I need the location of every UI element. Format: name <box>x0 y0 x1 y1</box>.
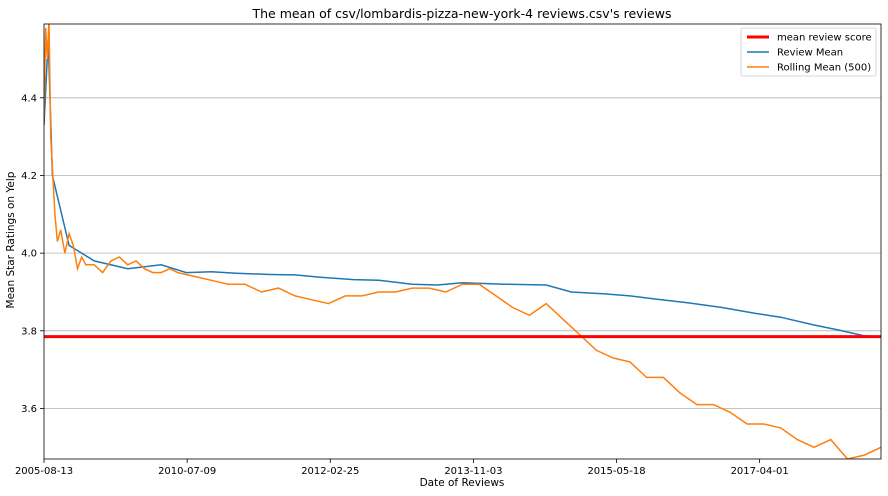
x-tick-label: 2012-02-25 <box>301 466 359 477</box>
x-tick-label: 2013-11-03 <box>444 466 502 477</box>
plot-area <box>40 23 882 463</box>
y-tick-label: 4.4 <box>21 93 37 104</box>
y-axis-label: Mean Star Ratings on Yelp <box>5 171 17 308</box>
x-axis-label: Date of Reviews <box>420 477 505 489</box>
chart-title: The mean of csv/lombardis-pizza-new-york… <box>252 6 672 21</box>
legend-entry-review-mean-label: Review Mean <box>777 48 843 59</box>
x-tick-label: 2015-05-18 <box>587 466 645 477</box>
legend-entry-mean-review-score-label: mean review score <box>777 33 872 44</box>
series-review-mean-line <box>44 39 881 338</box>
legend-box <box>740 27 877 77</box>
plot-frame <box>43 23 882 460</box>
legend: mean review score Review Mean Rolling Mean… <box>740 27 877 77</box>
x-tick-label: 2005-08-13 <box>15 466 73 477</box>
x-tick-label: 2017-04-01 <box>731 466 789 477</box>
y-tick-label: 4.0 <box>21 249 37 260</box>
y-tick-label: 3.8 <box>21 326 37 337</box>
x-tick-label: 2010-07-09 <box>158 466 216 477</box>
y-tick-label: 4.2 <box>21 171 37 182</box>
y-tick-label: 3.6 <box>21 404 37 415</box>
legend-entry-rolling-mean-label: Rolling Mean (500) <box>777 63 871 74</box>
series-rolling-mean-line <box>44 24 881 459</box>
